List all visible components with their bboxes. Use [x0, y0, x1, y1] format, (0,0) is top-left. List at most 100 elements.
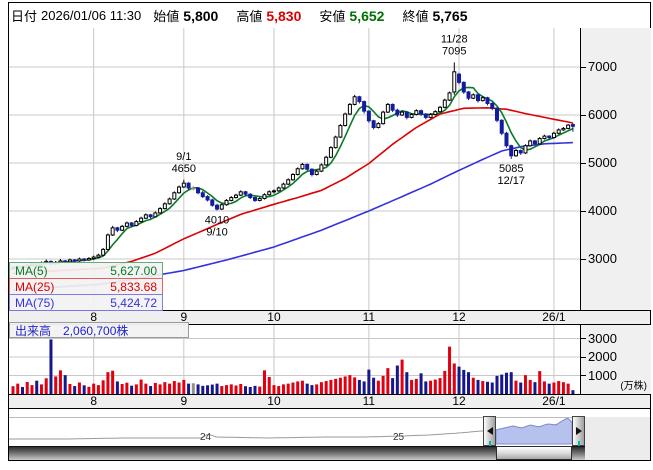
- volume-bar: [82, 385, 86, 394]
- volume-bar: [410, 379, 414, 394]
- volume-bar: [448, 346, 452, 394]
- candle-body: [357, 96, 362, 103]
- volume-bar: [106, 372, 110, 394]
- range-navigator[interactable]: [9, 417, 585, 445]
- volume-bar: [206, 385, 210, 394]
- x-axis-month-label: 12: [452, 310, 466, 324]
- candle-body: [447, 92, 452, 101]
- close-value: 5,765: [432, 7, 468, 24]
- x-axis-month-label: 12: [452, 394, 466, 408]
- volume-bar: [557, 381, 561, 394]
- volume-bar: [372, 377, 376, 394]
- volume-bar: [429, 380, 433, 394]
- candle-body: [290, 174, 295, 181]
- candle-body: [82, 258, 87, 261]
- price-annotation: 4650: [172, 163, 196, 175]
- axis-tick-mark: [581, 258, 586, 260]
- volume-bar: [153, 382, 157, 394]
- candle-body: [419, 110, 424, 115]
- volume-bar: [101, 380, 105, 394]
- volume-bar: [139, 379, 143, 394]
- candle-body: [248, 193, 253, 199]
- price-annotation: 11/28: [441, 33, 468, 45]
- candle-body: [234, 194, 239, 199]
- x-axis-month-label: 8: [90, 394, 97, 408]
- axis-tick-label: 1000: [588, 367, 617, 383]
- volume-bar: [225, 385, 229, 394]
- volume-bar: [291, 382, 295, 394]
- volume-bar: [234, 385, 238, 394]
- volume-bar: [196, 384, 200, 394]
- candle-body: [338, 125, 343, 138]
- volume-bar: [248, 386, 252, 394]
- candle-body: [414, 110, 419, 116]
- axis-tick-label: 3000: [588, 251, 617, 266]
- volume-bar: [319, 382, 323, 394]
- selection-start-marker: [489, 441, 491, 447]
- left-arrow-icon: [486, 427, 493, 435]
- scrollbar-thumb[interactable]: [496, 446, 572, 460]
- candle-body: [452, 71, 457, 93]
- candle-body: [77, 258, 82, 262]
- candle-body: [210, 199, 215, 206]
- candle-body: [485, 97, 490, 104]
- candle-body: [476, 94, 481, 102]
- volume-bar: [324, 381, 328, 394]
- volume-bar: [343, 376, 347, 394]
- x-axis-month-label: 26/1: [542, 310, 566, 324]
- volume-bar: [519, 382, 523, 394]
- volume-bar: [130, 385, 134, 394]
- candle-body: [219, 204, 224, 210]
- close-label: 終値: [402, 9, 429, 24]
- candle-body: [72, 259, 77, 262]
- axis-tick-mark: [581, 338, 586, 339]
- navigator-year-label-25: 25: [393, 432, 405, 443]
- candle-body: [196, 187, 201, 194]
- volume-bar: [125, 382, 129, 394]
- candle-body: [570, 124, 575, 127]
- candle-body: [162, 203, 167, 210]
- volume-bar: [49, 339, 53, 394]
- x-axis-month-label: 11: [362, 310, 376, 324]
- volume-bar: [462, 369, 466, 394]
- candle-body: [343, 113, 348, 127]
- volume-bar: [177, 382, 181, 394]
- axis-tick-label: 6000: [588, 107, 617, 122]
- candle-body: [395, 109, 400, 116]
- candle-body: [143, 214, 148, 219]
- price-annotation: 4010: [205, 215, 229, 227]
- price-y-axis: 7000 6000 5000 4000 3000: [580, 28, 651, 310]
- candle-body: [523, 145, 528, 154]
- volume-readout-value: 2,060,700株: [63, 323, 129, 338]
- axis-tick-label: 4000: [588, 203, 617, 218]
- candle-body: [105, 234, 110, 250]
- volume-bar: [495, 375, 499, 394]
- volume-bar: [44, 378, 48, 394]
- volume-bar: [504, 372, 508, 394]
- volume-bar: [262, 370, 266, 394]
- volume-bar: [476, 379, 480, 394]
- volume-bar: [414, 378, 418, 394]
- horizontal-scrollbar[interactable]: [9, 446, 585, 460]
- ma75-label: MA(75): [15, 295, 55, 310]
- candle-body: [542, 135, 547, 140]
- candle-body: [381, 111, 386, 125]
- price-x-axis: 8 9 10 11 12 26/1: [9, 310, 650, 325]
- candle-body: [494, 107, 499, 121]
- price-annotation: 9/1: [176, 151, 191, 163]
- candle-body: [257, 198, 262, 201]
- volume-bar: [244, 386, 248, 394]
- x-axis-month-label: 26/1: [542, 394, 566, 408]
- candle-body: [528, 140, 533, 147]
- volume-bar: [538, 371, 542, 394]
- volume-bar: [163, 382, 167, 394]
- date-label: 日付: [11, 9, 38, 24]
- x-axis-month-label: 10: [267, 310, 281, 324]
- volume-readout-label: 出来高: [15, 323, 52, 338]
- candle-body: [110, 227, 115, 236]
- axis-tick-mark: [581, 375, 586, 376]
- candle-body: [333, 136, 338, 149]
- x-axis-month-label: 8: [90, 310, 97, 324]
- volume-bar: [353, 377, 357, 394]
- candle-body: [556, 129, 561, 134]
